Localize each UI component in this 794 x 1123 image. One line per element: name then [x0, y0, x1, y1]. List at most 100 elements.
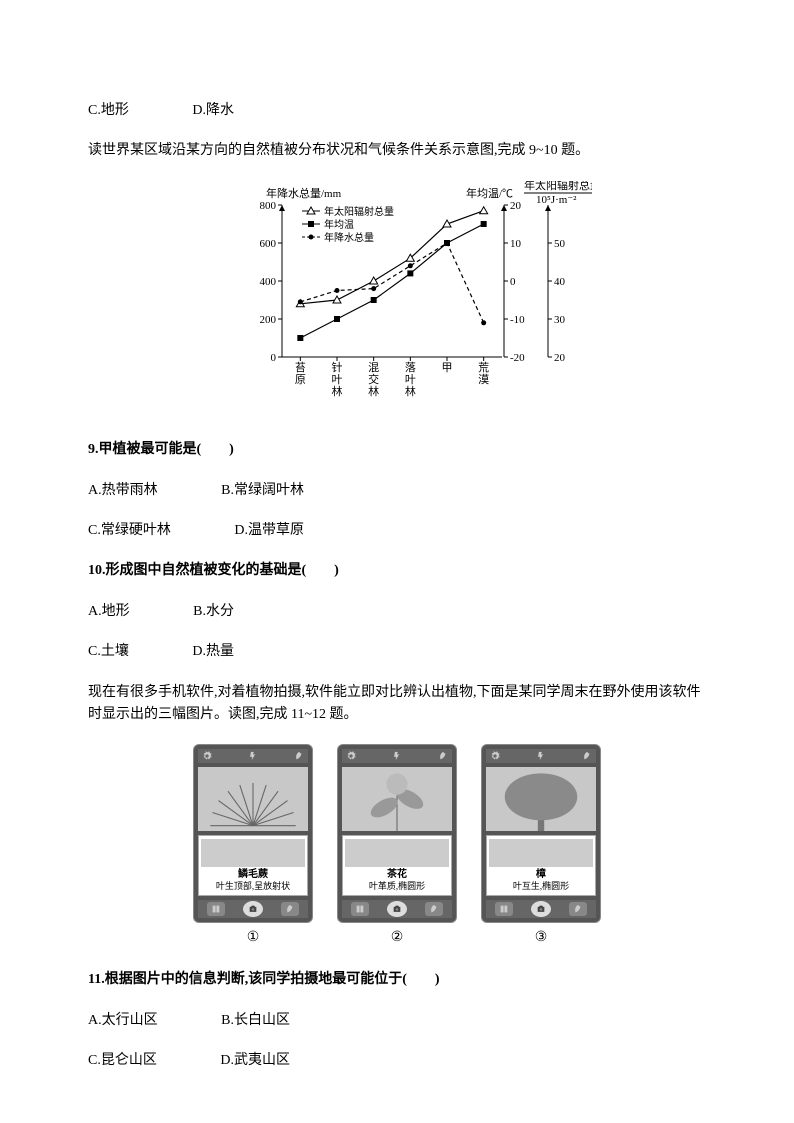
svg-text:年均温: 年均温 [324, 218, 354, 231]
thumb [201, 839, 305, 867]
q9-d: D.温带草原 [234, 520, 304, 542]
climate-chart: 0200400600800年降水总量/mm-20-1001020年均温/℃203… [88, 181, 706, 419]
intro-1: 读世界某区域沿某方向的自然植被分布状况和气候条件关系示意图,完成 9~10 题。 [88, 140, 706, 162]
plant-name: 茶花 [345, 869, 449, 881]
leaf2-icon [281, 902, 299, 916]
phones-figure: 鳞毛蕨叶生顶部,呈放射状 ① 茶花叶革质,椭圆形 ② 樟叶互生,椭圆形 ③ [88, 744, 706, 949]
svg-text:针: 针 [332, 360, 343, 374]
q11-d: D.武夷山区 [220, 1050, 290, 1072]
svg-text:40: 40 [554, 276, 566, 288]
svg-text:落: 落 [405, 361, 416, 374]
svg-text:10⁵J·m⁻²: 10⁵J·m⁻² [536, 194, 577, 206]
flash-icon [536, 751, 546, 761]
svg-text:200: 200 [260, 314, 277, 326]
svg-text:50: 50 [554, 238, 566, 250]
svg-text:林: 林 [405, 384, 416, 398]
svg-text:年降水总量/mm: 年降水总量/mm [266, 186, 342, 200]
svg-text:叶: 叶 [332, 373, 343, 386]
svg-text:年太阳辐射总量: 年太阳辐射总量 [324, 205, 394, 218]
svg-text:30: 30 [554, 314, 566, 326]
info-card: 鳞毛蕨叶生顶部,呈放射状 [198, 835, 308, 896]
svg-text:800: 800 [260, 200, 277, 212]
chart-svg: 0200400600800年降水总量/mm-20-1001020年均温/℃203… [202, 181, 592, 411]
plant-name: 鳞毛蕨 [201, 869, 305, 881]
svg-text:0: 0 [271, 352, 277, 364]
svg-text:-20: -20 [510, 352, 525, 364]
q9-row1: A.热带雨林 B.常绿阔叶林 [88, 480, 706, 502]
q11-c: C.昆仑山区 [88, 1050, 157, 1072]
album-icon [495, 902, 513, 916]
q11-stem: 11.根据图片中的信息判断,该同学拍摄地最可能位于( ) [88, 969, 706, 991]
plant-name: 樟 [489, 869, 593, 881]
thumb [345, 839, 449, 867]
flash-icon [392, 751, 402, 761]
svg-text:叶: 叶 [405, 373, 416, 386]
svg-text:混: 混 [368, 361, 379, 374]
svg-text:20: 20 [554, 352, 566, 364]
gear-icon [202, 751, 212, 761]
svg-text:苔: 苔 [295, 360, 306, 374]
svg-text:-10: -10 [510, 314, 525, 326]
q10-stem: 10.形成图中自然植被变化的基础是( ) [88, 560, 706, 582]
album-icon [351, 902, 369, 916]
opt-c: C.地形 [88, 100, 129, 122]
leaf-icon [582, 751, 592, 761]
leaf-icon [438, 751, 448, 761]
svg-text:400: 400 [260, 276, 277, 288]
info-card: 樟叶互生,椭圆形 [486, 835, 596, 896]
q10-d: D.热量 [192, 641, 234, 663]
phone-label: ② [337, 927, 457, 949]
phone-2: 茶花叶革质,椭圆形 ② [337, 744, 457, 949]
svg-text:年降水总量: 年降水总量 [324, 231, 374, 244]
photo-area [198, 767, 308, 831]
svg-text:漠: 漠 [478, 373, 489, 386]
plant-desc: 叶生顶部,呈放射状 [201, 881, 305, 892]
leaf-icon [294, 751, 304, 761]
plant-desc: 叶革质,椭圆形 [345, 881, 449, 892]
album-icon [207, 902, 225, 916]
info-card: 茶花叶革质,椭圆形 [342, 835, 452, 896]
leaf2-icon [425, 902, 443, 916]
thumb [489, 839, 593, 867]
camera-icon [243, 901, 263, 917]
q11-a: A.太行山区 [88, 1010, 158, 1032]
q10-row2: C.土壤 D.热量 [88, 641, 706, 663]
q11-row1: A.太行山区 B.长白山区 [88, 1010, 706, 1032]
q10-row1: A.地形 B.水分 [88, 601, 706, 623]
svg-text:年太阳辐射总量: 年太阳辐射总量 [524, 181, 592, 192]
q9-c: C.常绿硬叶林 [88, 520, 171, 542]
q9-row2: C.常绿硬叶林 D.温带草原 [88, 520, 706, 542]
photo-area [342, 767, 452, 831]
phone-1: 鳞毛蕨叶生顶部,呈放射状 ① [193, 744, 313, 949]
svg-text:600: 600 [260, 238, 277, 250]
svg-text:原: 原 [295, 374, 306, 386]
phone-3: 樟叶互生,椭圆形 ③ [481, 744, 601, 949]
plant-desc: 叶互生,椭圆形 [489, 881, 593, 892]
svg-text:甲: 甲 [442, 362, 453, 374]
q9-a: A.热带雨林 [88, 480, 158, 502]
leaf2-icon [569, 902, 587, 916]
prev-options: C.地形 D.降水 [88, 100, 706, 122]
flash-icon [248, 751, 258, 761]
opt-d: D.降水 [192, 100, 234, 122]
q10-a: A.地形 [88, 601, 130, 623]
svg-text:年均温/℃: 年均温/℃ [466, 186, 513, 200]
svg-text:20: 20 [510, 200, 522, 212]
q9-b: B.常绿阔叶林 [221, 480, 304, 502]
phone-label: ③ [481, 927, 601, 949]
photo-area [486, 767, 596, 831]
phone-label: ① [193, 927, 313, 949]
svg-text:林: 林 [332, 384, 343, 398]
q11-b: B.长白山区 [221, 1010, 290, 1032]
svg-text:林: 林 [368, 384, 379, 398]
gear-icon [490, 751, 500, 761]
camera-icon [531, 901, 551, 917]
q9-stem: 9.甲植被最可能是( ) [88, 439, 706, 461]
svg-text:荒: 荒 [478, 361, 489, 374]
q10-c: C.土壤 [88, 641, 129, 663]
svg-text:0: 0 [510, 276, 516, 288]
gear-icon [346, 751, 356, 761]
svg-text:交: 交 [368, 372, 379, 386]
svg-text:10: 10 [510, 238, 522, 250]
q10-b: B.水分 [193, 601, 234, 623]
